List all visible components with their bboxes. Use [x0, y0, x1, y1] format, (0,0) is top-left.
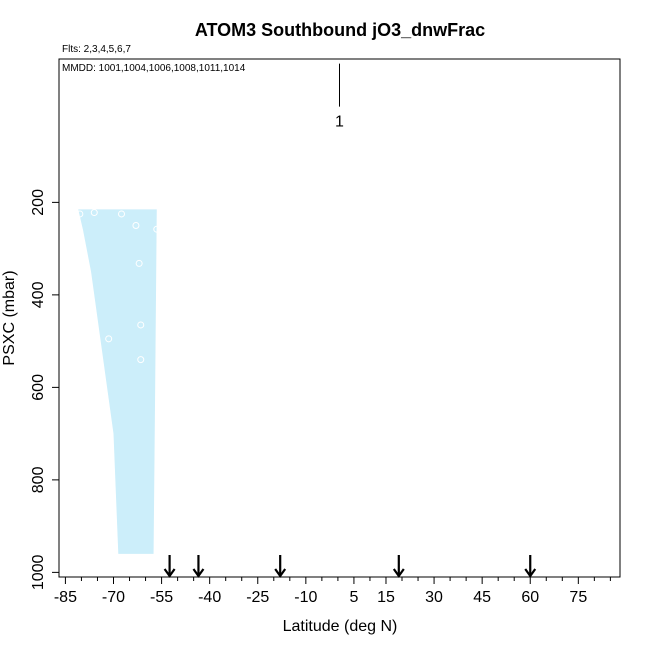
x-tick-label: 60 [521, 589, 539, 606]
arrow-1 [192, 555, 205, 578]
y-axis: 200 400 600 800 1000 [30, 189, 59, 590]
data-points [76, 209, 161, 364]
x-tick-label: 30 [425, 589, 443, 606]
x-tick-label: -85 [54, 589, 77, 606]
data-point-2 [118, 210, 126, 218]
dates-note: MMDD: 1001,1004,1006,1008,1011,1014 [62, 63, 246, 74]
y-tick-label: 400 [30, 281, 47, 308]
x-axis: -85 -70 -55 -40 -25 -10 5 15 30 45 60 75 [54, 577, 611, 606]
data-point-6 [137, 321, 145, 329]
arrows [163, 555, 537, 578]
plot-frame [58, 58, 621, 578]
x-tick-label: -10 [294, 589, 317, 606]
y-tick-label: 600 [30, 374, 47, 401]
data-point-3 [132, 222, 140, 229]
data-fill-region [78, 209, 157, 554]
data-point-0 [76, 210, 84, 218]
y-tick-label: 200 [30, 189, 47, 216]
y-tick-label: 800 [30, 466, 47, 493]
data-point-4 [153, 225, 161, 233]
chart-title: ATOM3 Southbound jO3_dnwFrac [195, 20, 485, 40]
data-point-8 [137, 356, 145, 364]
fill-polygon [78, 209, 157, 554]
x-tick-label: 75 [569, 589, 587, 606]
x-tick-label: -55 [150, 589, 173, 606]
flight-marker-label: 1 [335, 114, 344, 131]
flights-note: Flts: 2,3,4,5,6,7 [62, 44, 131, 55]
x-tick-label: -70 [102, 589, 125, 606]
arrow-3 [392, 555, 405, 578]
arrow-2 [274, 555, 287, 578]
x-axis-label: Latitude (deg N) [283, 618, 398, 635]
x-tick-label: 5 [349, 589, 358, 606]
y-axis-label: PSXC (mbar) [1, 270, 18, 365]
data-point-1 [90, 209, 98, 217]
y-tick-label: 1000 [30, 554, 47, 590]
x-tick-label: 45 [473, 589, 491, 606]
flight-marker: 1 [335, 63, 344, 131]
x-tick-label: 15 [377, 589, 395, 606]
arrow-0 [163, 555, 176, 578]
data-point-7 [105, 335, 113, 343]
data-point-5 [135, 259, 143, 267]
arrow-4 [524, 555, 537, 578]
x-tick-label: -40 [198, 589, 221, 606]
x-tick-label: -25 [246, 589, 269, 606]
